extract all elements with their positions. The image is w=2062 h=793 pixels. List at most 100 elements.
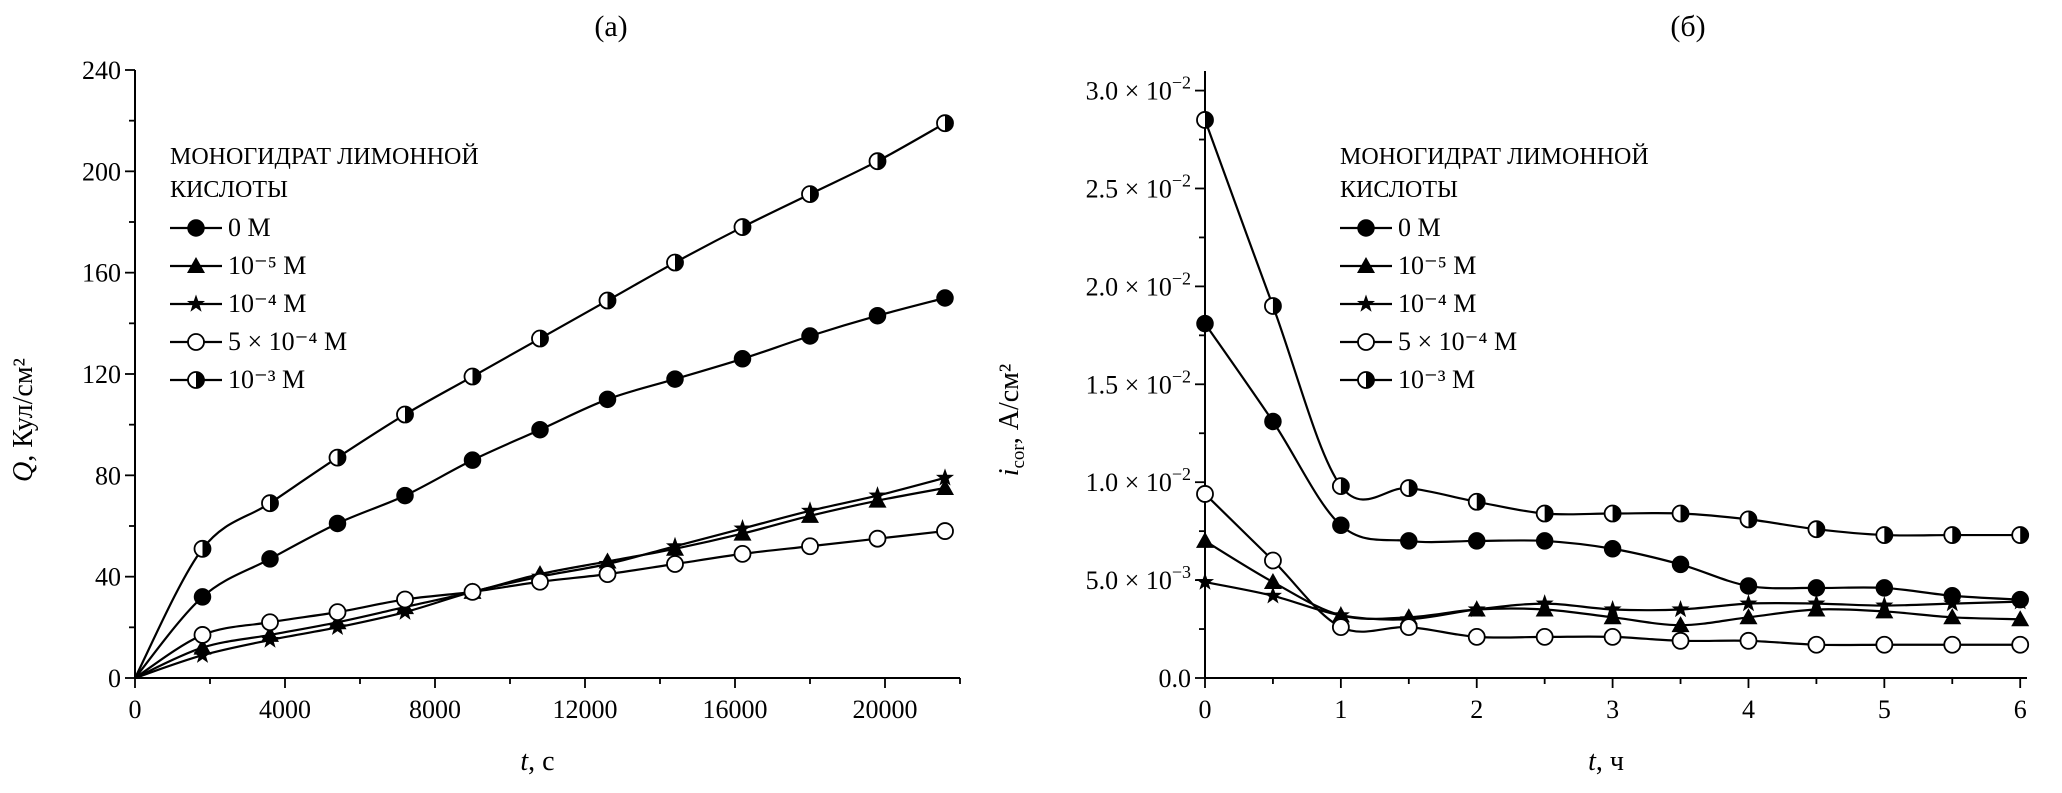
data-point (1875, 526, 1894, 544)
marker-fill (877, 153, 886, 170)
data-point (733, 519, 752, 537)
legend-item: 10⁻³ M (170, 365, 305, 394)
data-point (1331, 618, 1350, 636)
data-point (1196, 531, 1214, 548)
data-point (463, 367, 482, 386)
marker-fill (1408, 480, 1417, 497)
legend: МОНОГИДРАТ ЛИМОННОЙ КИСЛОТЫ 0 M 10⁻⁵ M 10⁻⁴ … (1340, 144, 1649, 394)
data-point (1943, 526, 1962, 544)
x-tick-label: 4000 (259, 695, 311, 724)
data-point (193, 626, 212, 644)
data-point (531, 420, 549, 439)
data-point (396, 405, 414, 424)
legend-marker (1357, 333, 1375, 351)
data-point (1400, 532, 1418, 550)
data-point (1535, 504, 1554, 523)
marker-fill (472, 368, 481, 385)
data-point (261, 494, 279, 513)
data-point (801, 327, 819, 345)
data-point (936, 479, 954, 495)
marker-fill (1205, 111, 1213, 128)
y-axis-label: icor, А/см² (994, 364, 1029, 477)
x-axis-variable: t (1588, 746, 1597, 777)
marker-fill (1612, 505, 1621, 522)
data-point (801, 185, 819, 204)
legend-marker (187, 333, 205, 351)
data-point (463, 582, 482, 601)
marker-fill (742, 219, 751, 236)
marker-fill (1952, 527, 1961, 544)
x-tick-label: 6 (2014, 695, 2027, 724)
data-point (1535, 594, 1554, 612)
legend-label: 10⁻⁵ M (1398, 251, 1476, 280)
y-tick-label: 2.0 × 10−2 (1086, 268, 1191, 301)
legend-marker (1357, 371, 1375, 389)
marker-fill (1272, 297, 1281, 314)
y-tick-label: 160 (82, 259, 121, 288)
x-tick-label: 8000 (409, 695, 461, 724)
data-point (800, 501, 820, 519)
data-point (1739, 594, 1758, 612)
data-point (2011, 526, 2030, 544)
data-point (1807, 520, 1826, 539)
series-half-filled-circle (134, 114, 954, 679)
data-point (1535, 600, 1554, 617)
data-point (1467, 599, 1486, 618)
legend-marker (187, 371, 205, 389)
data-point (598, 390, 617, 409)
data-point (666, 370, 684, 388)
data-point (1671, 616, 1690, 633)
series-open-circle (1196, 485, 2030, 654)
marker-fill (1748, 511, 1757, 528)
legend-item: 10⁻⁴ M (170, 289, 306, 318)
marker-fill (337, 449, 346, 466)
data-point (868, 491, 887, 508)
data-point (396, 486, 414, 505)
data-point (1196, 314, 1214, 333)
marker-fill (1816, 521, 1825, 538)
data-point (1467, 627, 1486, 646)
y-tick-label: 80 (95, 461, 121, 490)
data-point (598, 565, 617, 584)
x-tick-label: 1 (1334, 695, 1347, 724)
data-point (1875, 602, 1894, 619)
marker-fill (196, 372, 204, 388)
x-tick-label: 4 (1742, 695, 1755, 724)
data-point (328, 448, 347, 467)
legend-item: 0 M (1340, 213, 1441, 242)
legend-label: 10⁻³ M (228, 365, 305, 394)
marker-fill (675, 254, 683, 271)
data-point (1603, 540, 1622, 558)
data-point (328, 603, 347, 622)
data-point (1467, 532, 1486, 550)
y-tick-exponent: −2 (1172, 464, 1191, 484)
series-open-circle (134, 522, 954, 679)
y-axis-unit: , Кул/см² (8, 358, 39, 462)
data-point (531, 572, 549, 591)
y-tick-exponent: −2 (1172, 268, 1191, 288)
y-tick-label: 0.0 (1159, 664, 1192, 693)
x-axis-label: t, ч (1588, 746, 1624, 777)
data-point (1196, 111, 1214, 129)
data-point (733, 524, 752, 541)
data-point (2011, 592, 2030, 610)
marker-fill (607, 292, 616, 309)
x-tick-label: 16000 (703, 695, 768, 724)
y-tick-label: 40 (95, 563, 121, 592)
data-point (1535, 532, 1554, 550)
y-tick-label: 240 (82, 56, 121, 85)
data-point (1467, 492, 1486, 511)
data-point (261, 550, 279, 568)
series-line (1203, 119, 2021, 537)
panel-label: (б) (1670, 10, 1705, 43)
chart-panel-a: (a) 0 4000 8000 12000 16000 20000 0 40 80 120 160 20… (8, 10, 961, 777)
legend-label: 10⁻⁴ M (1398, 289, 1476, 318)
data-point (1399, 479, 1418, 497)
legend-title: МОНОГИДРАТ ЛИМОННОЙ (170, 144, 479, 170)
data-point (1943, 594, 1962, 612)
data-point (665, 536, 685, 554)
x-tick-label: 5 (1878, 695, 1891, 724)
data-point (1943, 608, 1962, 625)
legend-item: 10⁻⁵ M (170, 251, 306, 280)
